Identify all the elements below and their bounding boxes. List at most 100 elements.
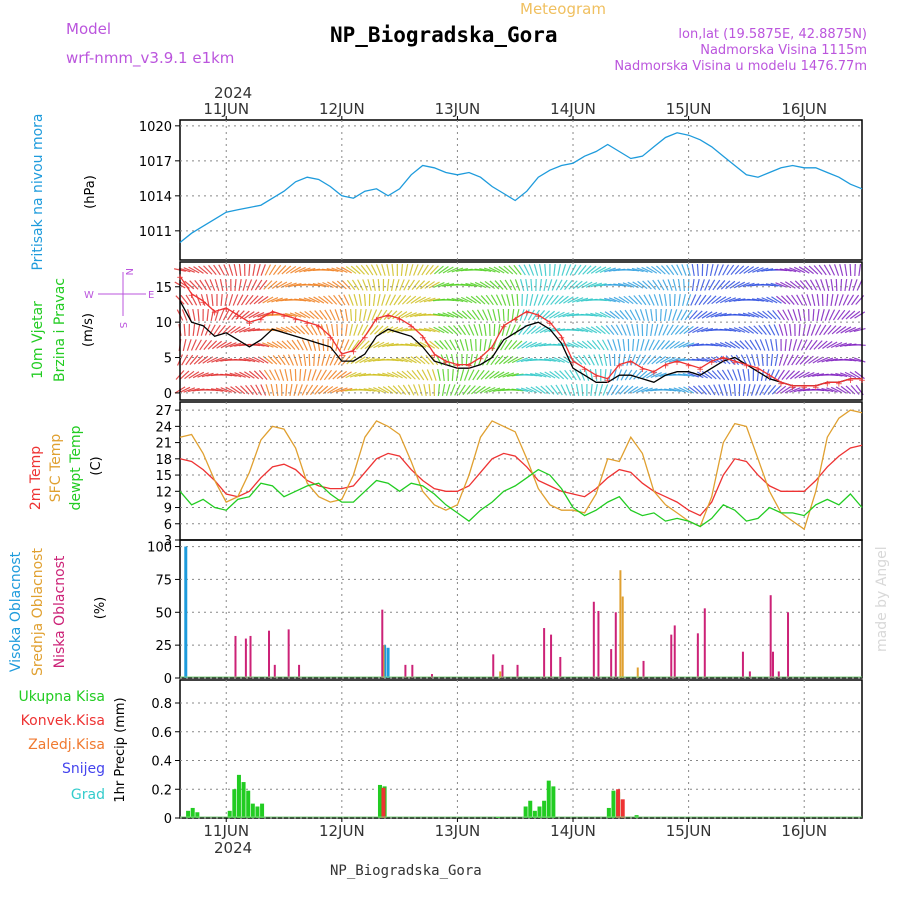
- wind-gust-point-22: +: [431, 351, 439, 361]
- wind-direction-arrow-833: [601, 339, 609, 351]
- wind-direction-arrow-822: [594, 312, 607, 318]
- wind-direction-arrow-212: [281, 340, 292, 350]
- wind-gust-point-30: +: [523, 309, 531, 319]
- wind-direction-arrow-12: [181, 309, 188, 321]
- wind-direction-arrow-866: [618, 296, 630, 304]
- precip-ytick-label-3: 0.6: [151, 726, 172, 741]
- wind-direction-arrow-182: [266, 296, 279, 304]
- wind-direction-arrow-916: [641, 371, 653, 379]
- pressure-ylabel-2: (hPa): [83, 175, 98, 209]
- wind-direction-arrow-859: [615, 324, 623, 336]
- wind-direction-arrow-1212: [795, 354, 804, 366]
- wind-direction-arrow-398: [381, 294, 386, 306]
- wind-direction-arrow-238: [295, 325, 306, 335]
- wind-direction-arrow-65: [211, 293, 214, 307]
- wind-direction-arrow-790: [579, 369, 586, 381]
- wind-direction-arrow-52: [197, 372, 209, 378]
- wind-direction-arrow-31: [192, 323, 196, 337]
- wind-direction-arrow-458: [407, 384, 415, 396]
- wind-direction-arrow-932: [652, 339, 660, 351]
- wind-direction-arrow-257: [306, 339, 313, 351]
- cloud-ylabel-4: (%): [93, 597, 108, 620]
- wind-direction-arrow-920: [648, 294, 655, 306]
- cloud-ylabel-3: Niska Oblacnost: [52, 555, 68, 668]
- temp-ylabel-3: dewpt Temp: [68, 425, 84, 510]
- wind-direction-arrow-745: [554, 370, 565, 380]
- wind-gust-point-5: +: [234, 312, 242, 322]
- wind-direction-arrow-747: [561, 264, 567, 276]
- wind-direction-arrow-14: [182, 339, 187, 351]
- wind-direction-arrow-135: [248, 263, 251, 277]
- wind-direction-arrow-112: [230, 326, 241, 334]
- wind-direction-arrow-1158: [770, 353, 774, 367]
- wind-direction-arrow-663: [511, 356, 524, 364]
- wind-direction-arrow-152: [250, 384, 258, 396]
- wind-direction-arrow-600: [482, 354, 489, 366]
- wind-direction-arrow-942: [655, 355, 667, 365]
- wind-direction-arrow-225: [290, 266, 302, 274]
- wind-direction-arrow-1101: [738, 313, 751, 317]
- precip-ytick-label-0: 0: [164, 812, 172, 827]
- wind-direction-arrow-1139: [759, 339, 766, 351]
- temperature-ytick-label-3: 12: [155, 485, 172, 500]
- wind-gust-point-9: +: [280, 312, 288, 322]
- wind-direction-arrow-468: [417, 264, 424, 276]
- wind-direction-arrow-1162: [770, 282, 783, 288]
- wind-direction-arrow-1206: [793, 266, 806, 274]
- wind-direction-arrow-517: [438, 326, 449, 334]
- wind-ytick-label-2: 10: [155, 316, 172, 331]
- temp-ylabel-2: SFC Temp: [48, 434, 64, 503]
- wind-direction-arrow-286: [319, 369, 327, 381]
- wind-direction-arrow-985: [679, 325, 689, 335]
- wind-direction-arrow-25: [184, 370, 195, 380]
- wind-direction-arrow-186: [267, 355, 278, 365]
- wind-direction-arrow-1040: [705, 343, 718, 347]
- wind-direction-arrow-941: [656, 339, 665, 351]
- wind-direction-arrow-161: [255, 384, 263, 396]
- wind-direction-arrow-536: [449, 339, 457, 351]
- wind-direction-arrow-1188: [784, 267, 797, 273]
- wind-direction-arrow-892: [632, 281, 644, 289]
- wind-gust-point-31: +: [535, 312, 543, 322]
- wind-direction-arrow-774: [573, 264, 582, 276]
- wind-direction-arrow-150: [248, 357, 260, 363]
- wind-direction-arrow-1286: [830, 386, 843, 394]
- wind-direction-arrow-222: [287, 354, 294, 366]
- wind-direction-arrow-332: [340, 387, 353, 393]
- temp-ylabel-1: 2m Temp: [28, 446, 44, 510]
- wind-direction-arrow-1235: [811, 294, 816, 306]
- wind-direction-arrow-132: [238, 358, 251, 362]
- wind-direction-arrow-229: [290, 325, 301, 335]
- wind-direction-arrow-272: [313, 296, 325, 304]
- wind-direction-arrow-911: [643, 294, 651, 306]
- wind-direction-arrow-380: [372, 293, 376, 307]
- wind-direction-arrow-776: [571, 297, 584, 303]
- wind-direction-arrow-246: [299, 311, 311, 319]
- wind-direction-arrow-1179: [779, 268, 792, 272]
- wind-direction-arrow-570: [466, 310, 476, 320]
- wind-direction-arrow-1036: [708, 279, 716, 291]
- wind-direction-arrow-459: [413, 264, 419, 276]
- wind-direction-arrow-1114: [747, 368, 750, 382]
- wind-direction-arrow-925: [646, 371, 658, 379]
- low_cloud-bar-23: [673, 625, 676, 678]
- wind-direction-arrow-727: [544, 371, 556, 379]
- wind-direction-arrow-1025: [697, 385, 707, 395]
- wind-direction-arrow-1107: [743, 266, 755, 274]
- wind-direction-arrow-955: [667, 279, 673, 291]
- wind-direction-arrow-1182: [782, 309, 790, 321]
- wind-direction-arrow-1273: [827, 325, 837, 335]
- wind-direction-arrow-574: [468, 369, 475, 381]
- wind-direction-arrow-268: [311, 369, 317, 381]
- wind-direction-arrow-421: [386, 372, 399, 378]
- wind-direction-arrow-560: [461, 296, 473, 304]
- wind-direction-arrow-303: [329, 354, 336, 366]
- wind-direction-arrow-580: [473, 324, 479, 336]
- wind-direction-arrow-144: [252, 263, 256, 277]
- wind-direction-arrow-738: [557, 264, 561, 276]
- wind-direction-arrow-106: [224, 373, 237, 377]
- wind-direction-arrow-1242: [813, 265, 823, 275]
- wind-direction-arrow-835: [604, 368, 607, 382]
- compass-w: W: [84, 290, 94, 301]
- wind-direction-arrow-308: [333, 294, 342, 306]
